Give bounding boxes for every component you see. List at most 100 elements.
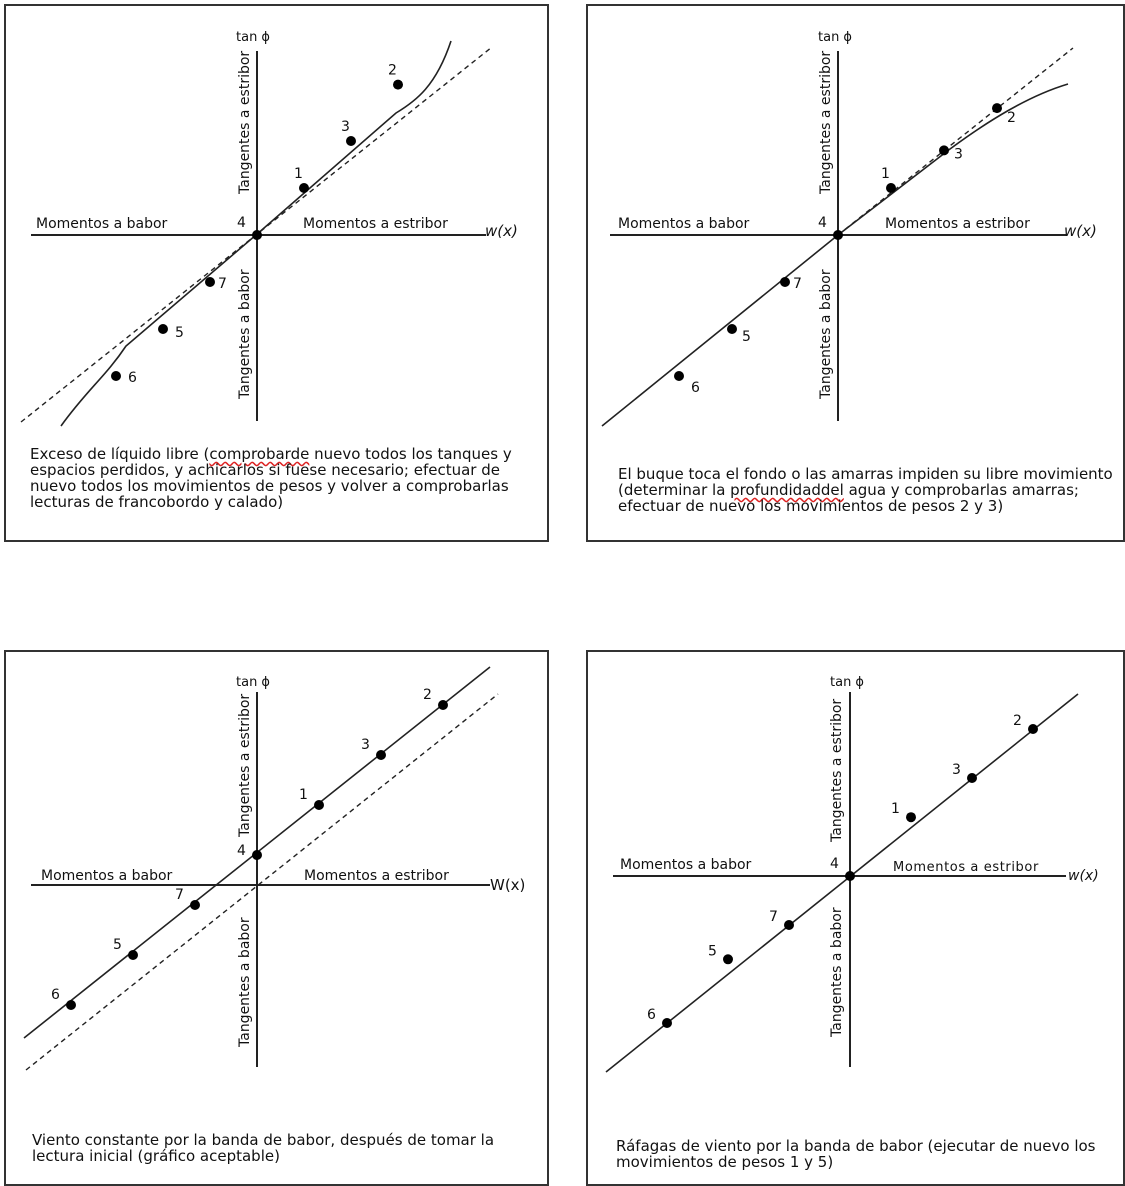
point-label-2: 2 — [1013, 713, 1022, 729]
data-point-4 — [252, 230, 262, 240]
point-label-4: 4 — [818, 215, 827, 231]
left-moment-label: Momentos a babor — [620, 857, 752, 873]
data-point-5 — [723, 954, 733, 965]
point-label-2: 2 — [388, 63, 397, 79]
left-moment-label: Momentos a babor — [36, 216, 168, 232]
reference-dashed-line — [25, 693, 499, 1071]
points-group: 1 2 3 4 5 6 7 — [647, 713, 1038, 1028]
misspelled-word: profundidaddel — [730, 481, 844, 499]
plot-constant-wind: tan ϕ W(x) Momentos a babor Momentos a e… — [23, 666, 525, 1071]
data-point-7 — [780, 277, 790, 287]
point-label-3: 3 — [952, 762, 961, 778]
data-point-2 — [438, 700, 448, 710]
x-axis-label: W(x) — [490, 876, 525, 894]
plot-free-liquid: tan ϕ w(x) Momentos a babor Momentos a e… — [20, 30, 518, 427]
point-label-6: 6 — [51, 987, 60, 1003]
upper-tangent-label: Tangentes a estribor — [818, 51, 834, 195]
data-point-2 — [992, 103, 1002, 114]
fitted-curve — [60, 40, 452, 427]
data-point-1 — [906, 812, 916, 823]
point-label-4: 4 — [237, 843, 246, 859]
data-point-6 — [662, 1018, 672, 1028]
data-point-4 — [252, 850, 262, 860]
lower-tangent-label: Tangentes a babor — [237, 917, 253, 1048]
misspelled-word: comprobarde — [209, 445, 310, 463]
data-point-5 — [727, 324, 737, 334]
points-group: 1 2 3 4 5 6 7 — [111, 63, 403, 386]
right-moment-label: Momentos a estribor — [303, 216, 448, 232]
panel-gusty-wind: tan ϕ w(x) Momentos a babor Momentos a e… — [586, 650, 1125, 1186]
right-moment-label: Momentos a estribor — [885, 216, 1030, 232]
point-label-5: 5 — [175, 325, 184, 341]
points-group: 1 2 3 4 5 6 7 — [51, 687, 448, 1010]
point-label-2: 2 — [423, 687, 432, 703]
caption-grounding: El buque toca el fondo o las amarras imp… — [618, 466, 1118, 514]
points-group: 1 2 3 4 5 6 7 — [674, 103, 1016, 396]
data-point-7 — [784, 920, 794, 930]
point-label-3: 3 — [361, 737, 370, 753]
caption-text: nuevo todos los tanques y espacios perdi… — [30, 445, 512, 511]
data-point-4 — [833, 230, 843, 240]
fitted-line — [605, 693, 1079, 1073]
point-label-3: 3 — [954, 146, 963, 162]
point-label-1: 1 — [299, 787, 308, 803]
point-label-3: 3 — [341, 119, 350, 135]
point-label-6: 6 — [128, 370, 137, 386]
point-label-5: 5 — [113, 937, 122, 953]
caption-text: agua y comprobarlas amarras; efectuar de… — [618, 481, 1079, 515]
point-label-1: 1 — [294, 166, 303, 182]
upper-tangent-label: Tangentes a estribor — [237, 51, 253, 195]
data-point-7 — [190, 900, 200, 910]
data-point-2 — [393, 79, 403, 90]
caption-text: Exceso de líquido libre ( — [30, 445, 210, 463]
caption-text: Ráfagas de viento por la banda de babor … — [616, 1137, 1096, 1171]
y-axis-label: tan ϕ — [818, 30, 852, 45]
left-moment-label: Momentos a babor — [41, 868, 173, 884]
point-label-4: 4 — [237, 215, 246, 231]
right-moment-label: Momentos a estribor — [893, 860, 1039, 875]
point-label-2: 2 — [1007, 110, 1016, 126]
caption-gusty-wind: Ráfagas de viento por la banda de babor … — [616, 1138, 1116, 1170]
point-label-7: 7 — [769, 909, 778, 925]
point-label-5: 5 — [742, 329, 751, 345]
point-label-1: 1 — [891, 801, 900, 817]
y-axis-label: tan ϕ — [236, 30, 270, 45]
data-point-3 — [346, 136, 356, 146]
plot-gusty-wind: tan ϕ w(x) Momentos a babor Momentos a e… — [605, 675, 1099, 1073]
data-point-1 — [314, 800, 324, 810]
lower-tangent-label: Tangentes a babor — [818, 269, 834, 400]
data-point-3 — [376, 750, 386, 760]
data-point-1 — [299, 183, 309, 193]
data-point-6 — [674, 371, 684, 381]
upper-tangent-label: Tangentes a estribor — [829, 699, 845, 843]
lower-tangent-label: Tangentes a babor — [237, 269, 253, 400]
plot-grounding: tan ϕ w(x) Momentos a babor Momentos a e… — [601, 30, 1097, 427]
point-label-1: 1 — [881, 166, 890, 182]
panel-free-liquid: tan ϕ w(x) Momentos a babor Momentos a e… — [4, 4, 549, 542]
upper-tangent-label: Tangentes a estribor — [237, 694, 253, 838]
data-point-3 — [939, 145, 949, 156]
panel-grounding: tan ϕ w(x) Momentos a babor Momentos a e… — [586, 4, 1125, 542]
data-point-6 — [111, 371, 121, 381]
left-moment-label: Momentos a babor — [618, 216, 750, 232]
data-point-1 — [886, 183, 896, 193]
data-point-2 — [1028, 724, 1038, 734]
caption-text: Viento constante por la banda de babor, … — [32, 1131, 495, 1165]
x-axis-label: w(x) — [1064, 222, 1097, 240]
data-point-3 — [967, 773, 977, 783]
x-axis-label: w(x) — [485, 222, 518, 240]
point-label-7: 7 — [175, 887, 184, 903]
data-point-4 — [845, 871, 855, 881]
x-axis-label: w(x) — [1068, 868, 1099, 884]
point-label-4: 4 — [830, 856, 839, 872]
y-axis-label: tan ϕ — [236, 675, 270, 690]
panel-constant-wind: tan ϕ W(x) Momentos a babor Momentos a e… — [4, 650, 549, 1186]
right-moment-label: Momentos a estribor — [304, 868, 449, 884]
data-point-6 — [66, 1000, 76, 1010]
y-axis-label: tan ϕ — [830, 675, 864, 690]
caption-text: El buque toca el fondo o las amarras imp… — [618, 465, 1113, 499]
point-label-5: 5 — [708, 943, 717, 959]
point-label-7: 7 — [793, 276, 802, 292]
data-point-7 — [205, 277, 215, 287]
fitted-curve — [601, 83, 1069, 427]
